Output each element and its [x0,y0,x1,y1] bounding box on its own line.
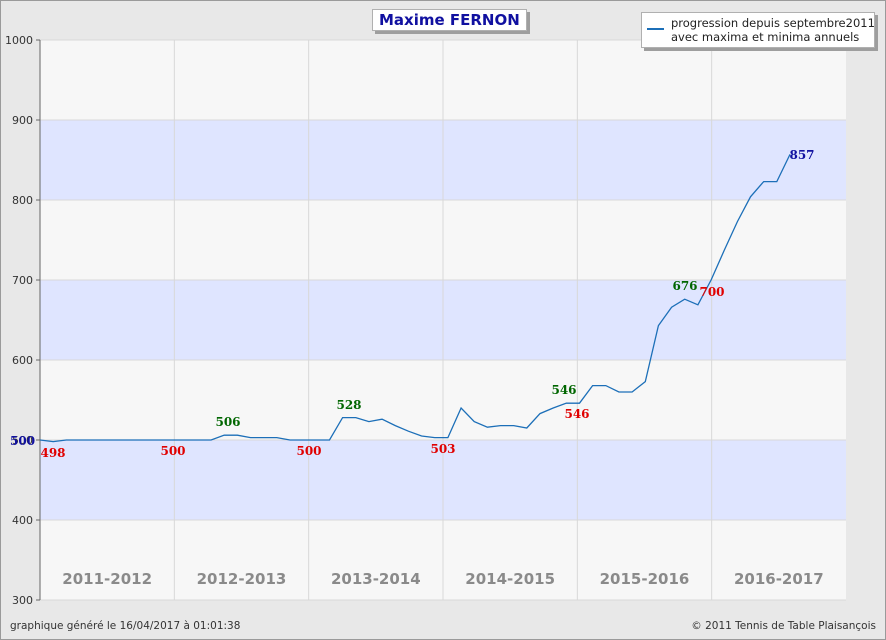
y-tick-label: 1000 [5,34,33,47]
footer-generated-date: graphique généré le 16/04/2017 à 01:01:3… [10,620,241,632]
season-label: 2014-2015 [465,570,555,588]
footer-copyright: © 2011 Tennis de Table Plaisançois [691,620,876,632]
y-tick-label: 900 [12,114,33,127]
y-tick-label: 500 [12,434,33,447]
annotation-max-label: 546 [551,383,576,397]
season-label: 2016-2017 [734,570,824,588]
annotation-last-label: 857 [789,148,814,162]
season-label: 2012-2013 [197,570,287,588]
chart-title: Maxime FERNON [372,9,527,31]
annotation-min-label: 546 [564,407,589,421]
season-label: 2011-2012 [62,570,152,588]
annotation-start-label: 500 [10,434,35,448]
series-line [39,154,791,443]
annotation-min-label: 498 [40,446,65,460]
y-tick-label: 600 [12,354,33,367]
annotation-max-label: 528 [336,398,361,412]
annotation-min-label: 700 [699,285,724,299]
annotation-min-label: 500 [160,444,185,458]
legend-text-line-2: avec maxima et minima annuels [671,30,860,44]
season-label: 2013-2014 [331,570,421,588]
season-label: 2015-2016 [600,570,690,588]
legend-text-line-1: progression depuis septembre2011 [671,16,875,30]
y-tick-label: 300 [12,594,33,607]
legend: progression depuis septembre2011 avec ma… [641,12,875,48]
annotation-max-label: 506 [215,415,240,429]
y-tick-label: 400 [12,514,33,527]
y-tick-label: 800 [12,194,33,207]
annotation-min-label: 500 [296,444,321,458]
y-tick-label: 700 [12,274,33,287]
annotation-min-label: 503 [430,442,455,456]
annotation-max-label: 676 [672,279,697,293]
legend-swatch [647,28,664,30]
